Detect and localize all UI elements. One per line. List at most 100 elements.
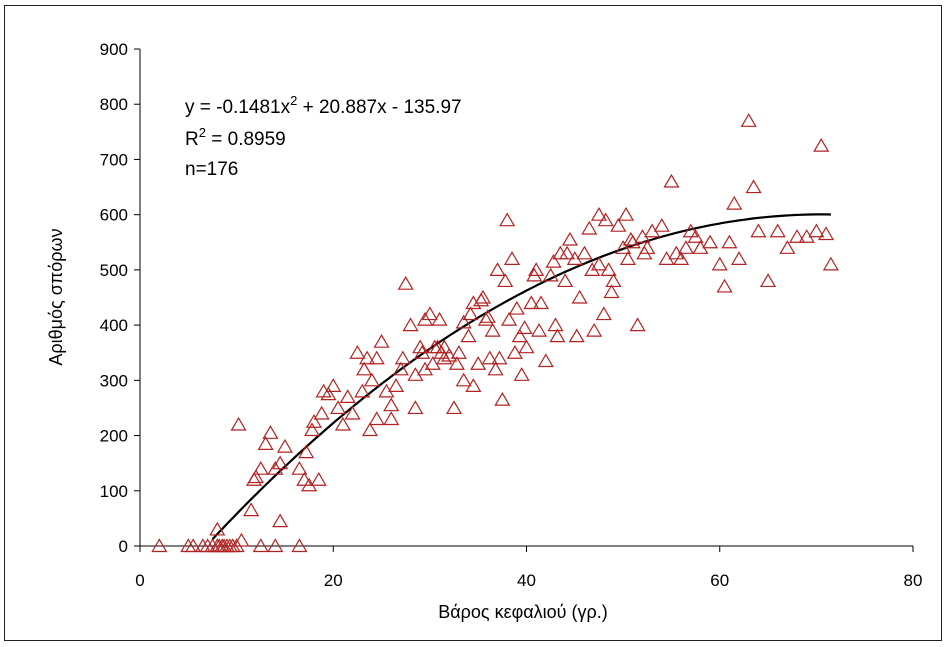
data-points	[152, 114, 838, 551]
data-point	[357, 363, 371, 375]
data-point	[312, 473, 326, 485]
data-point	[771, 225, 785, 237]
data-point	[722, 236, 736, 248]
data-point	[664, 175, 678, 187]
y-tick-label: 800	[100, 95, 128, 114]
data-point	[450, 357, 464, 369]
x-tick-label: 80	[904, 571, 923, 590]
data-point	[703, 236, 717, 248]
data-point	[350, 346, 364, 358]
y-tick-label: 400	[100, 316, 128, 335]
data-point	[491, 263, 505, 275]
data-point	[606, 274, 620, 286]
x-tick-label: 60	[710, 571, 729, 590]
data-point	[621, 252, 635, 264]
axes	[134, 49, 913, 552]
data-point	[447, 401, 461, 413]
data-point	[577, 247, 591, 259]
y-tick-label: 700	[100, 150, 128, 169]
data-point	[495, 393, 509, 405]
data-point	[563, 233, 577, 245]
data-point	[463, 308, 477, 320]
data-point	[582, 222, 596, 234]
data-point	[489, 363, 503, 375]
x-tick-label: 40	[517, 571, 536, 590]
data-point	[592, 208, 606, 220]
y-tick-label: 100	[100, 482, 128, 501]
data-point	[232, 418, 246, 430]
data-point	[518, 321, 532, 333]
y-tick-label: 600	[100, 206, 128, 225]
data-point	[408, 401, 422, 413]
data-point	[326, 379, 340, 391]
data-point	[307, 415, 321, 427]
data-point	[346, 407, 360, 419]
equation-exponent: 2	[290, 93, 297, 108]
x-axis-label: Βάρος κεφαλιού (γρ.)	[438, 602, 608, 622]
data-point	[370, 352, 384, 364]
r2-exponent: 2	[199, 125, 206, 140]
data-point	[553, 247, 567, 259]
data-point	[558, 274, 572, 286]
data-point	[462, 330, 476, 342]
data-point	[631, 319, 645, 331]
data-point	[515, 368, 529, 380]
equation-suffix: + 20.887x - 135.97	[297, 97, 461, 118]
data-point	[539, 355, 553, 367]
data-point	[605, 285, 619, 297]
data-point	[305, 424, 319, 436]
data-point	[570, 330, 584, 342]
data-point	[761, 274, 775, 286]
y-tick-label: 300	[100, 371, 128, 390]
data-point	[273, 515, 287, 527]
data-point	[457, 374, 471, 386]
y-tick-label: 200	[100, 427, 128, 446]
data-point	[331, 401, 345, 413]
data-point	[513, 330, 527, 342]
x-tick-label: 0	[135, 571, 144, 590]
data-point	[550, 330, 564, 342]
data-point	[718, 280, 732, 292]
data-point	[341, 390, 355, 402]
equation-annotation: y = -0.1481x2 + 20.887x - 135.97	[185, 93, 462, 118]
data-point	[780, 241, 794, 253]
y-tick-label: 500	[100, 261, 128, 280]
y-tick-label: 0	[119, 537, 128, 556]
data-point	[396, 352, 410, 364]
data-point	[505, 252, 519, 264]
y-tick-label: 900	[100, 40, 128, 59]
data-point	[611, 219, 625, 231]
tick-labels: 0 100 200 300 400 500 600 700 800 900 0 20 40 60 80	[100, 40, 923, 590]
data-point	[747, 181, 761, 193]
data-point	[278, 440, 292, 452]
data-point	[713, 258, 727, 270]
data-point	[259, 437, 273, 449]
data-point	[547, 255, 561, 267]
data-point	[814, 139, 828, 151]
data-point	[732, 252, 746, 264]
data-point	[520, 341, 534, 353]
equation-prefix: y = -0.1481x	[185, 97, 291, 118]
r2-prefix: R	[185, 129, 199, 150]
data-point	[534, 297, 548, 309]
data-point	[824, 258, 838, 270]
data-point	[655, 219, 669, 231]
data-point	[365, 374, 379, 386]
data-point	[524, 297, 538, 309]
data-point	[399, 277, 413, 289]
data-point	[483, 352, 497, 364]
r-squared-annotation: R2 = 0.8959	[185, 125, 286, 150]
data-point	[548, 319, 562, 331]
data-point	[375, 335, 389, 347]
r2-suffix: = 0.8959	[206, 129, 286, 150]
sample-size-annotation: n=176	[185, 159, 238, 180]
data-point	[500, 214, 514, 226]
data-point	[363, 424, 377, 436]
data-point	[389, 379, 403, 391]
x-tick-label: 20	[324, 571, 343, 590]
data-point	[751, 225, 765, 237]
data-point	[573, 291, 587, 303]
data-point	[370, 412, 384, 424]
data-point	[742, 114, 756, 126]
